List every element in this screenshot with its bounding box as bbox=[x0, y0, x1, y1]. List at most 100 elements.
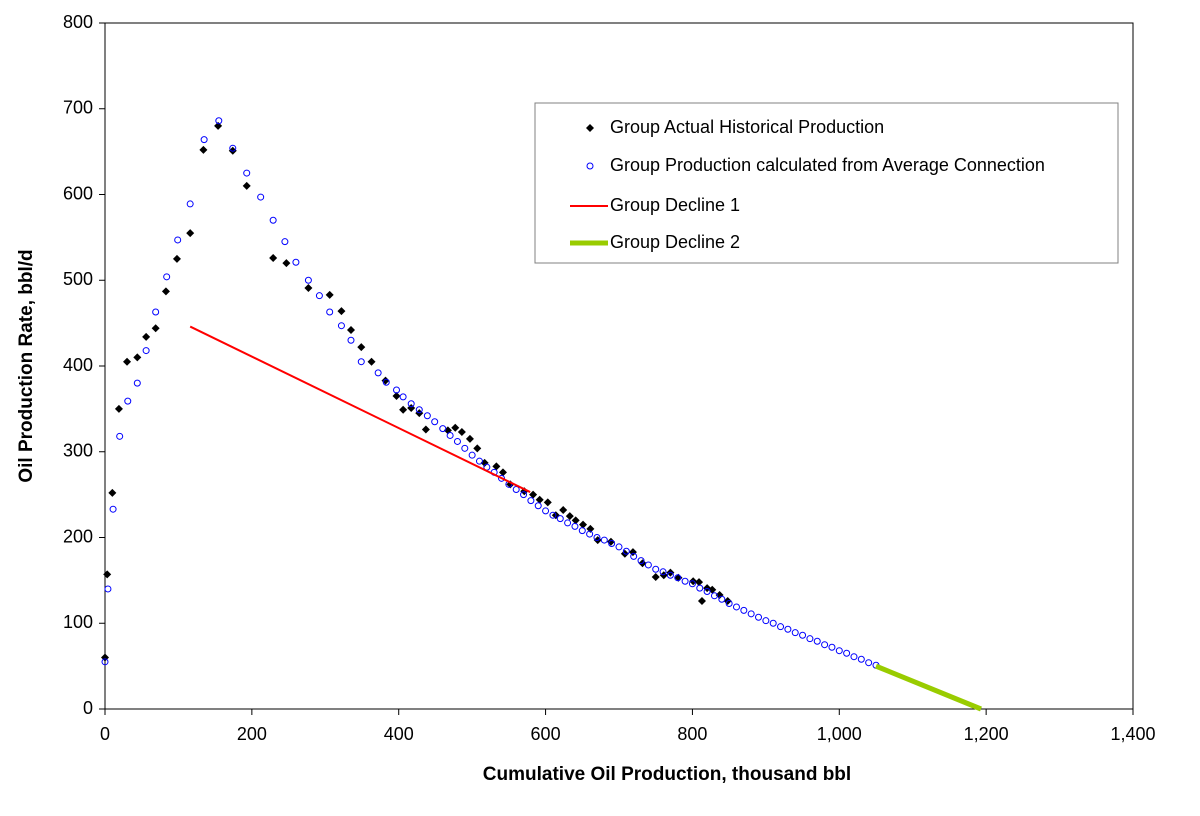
diamond-point bbox=[579, 520, 588, 529]
circle-point bbox=[652, 565, 660, 573]
diamond-point bbox=[367, 357, 376, 366]
x-tick-label: 1,200 bbox=[964, 724, 1009, 744]
circle-point bbox=[520, 491, 528, 499]
diamond-point bbox=[304, 283, 313, 292]
decline-line bbox=[189, 325, 531, 493]
circle-point bbox=[374, 369, 382, 377]
circle-point bbox=[835, 647, 843, 655]
circle-point bbox=[498, 474, 506, 482]
diamond-point bbox=[337, 307, 346, 316]
circle-point bbox=[806, 635, 814, 643]
y-tick-label: 500 bbox=[63, 269, 93, 289]
circle-point bbox=[608, 540, 616, 548]
x-tick-label: 1,000 bbox=[817, 724, 862, 744]
circle-point bbox=[133, 379, 141, 387]
diamond-point bbox=[529, 490, 538, 499]
y-tick-label: 200 bbox=[63, 526, 93, 546]
circle-point bbox=[549, 511, 557, 519]
circle-point bbox=[527, 497, 535, 505]
circle-point bbox=[799, 631, 807, 639]
circle-point bbox=[315, 292, 323, 300]
circle-point bbox=[828, 643, 836, 651]
circle-point bbox=[564, 519, 572, 527]
circle-point bbox=[542, 507, 550, 515]
circle-point bbox=[791, 629, 799, 637]
circle-point bbox=[152, 308, 160, 316]
circle-point bbox=[415, 406, 423, 414]
circle-point bbox=[762, 617, 770, 625]
circle-point bbox=[784, 625, 792, 633]
circle-point bbox=[696, 584, 704, 592]
circle-point bbox=[644, 561, 652, 569]
x-tick-label: 400 bbox=[384, 724, 414, 744]
circle-point bbox=[571, 522, 579, 530]
diamond-point bbox=[346, 325, 355, 334]
circle-point bbox=[637, 557, 645, 565]
circle-point bbox=[630, 552, 638, 560]
diamond-point bbox=[242, 181, 251, 190]
circle-point bbox=[101, 658, 109, 666]
diamond-point bbox=[651, 572, 660, 581]
circle-point bbox=[865, 659, 873, 667]
circle-point bbox=[843, 649, 851, 657]
diamond-point bbox=[161, 287, 170, 296]
x-tick-label: 800 bbox=[677, 724, 707, 744]
diamond-point bbox=[269, 253, 278, 262]
circle-point bbox=[382, 378, 390, 386]
diamond-point bbox=[282, 259, 291, 268]
circle-point bbox=[674, 574, 682, 582]
circle-point bbox=[622, 547, 630, 555]
circle-point bbox=[718, 595, 726, 603]
circle-point bbox=[769, 619, 777, 627]
circle-point bbox=[710, 592, 718, 600]
diamond-point bbox=[199, 145, 208, 154]
y-tick-label: 800 bbox=[63, 12, 93, 32]
legend-box bbox=[534, 102, 1119, 264]
diamond-point bbox=[151, 324, 160, 333]
circle-point bbox=[461, 444, 469, 452]
diamond-point bbox=[172, 254, 181, 263]
diamond-point bbox=[108, 488, 117, 497]
circle-point bbox=[347, 336, 355, 344]
y-tick-label: 400 bbox=[63, 355, 93, 375]
diamond-point bbox=[565, 512, 574, 521]
circle-point bbox=[850, 653, 858, 661]
diamond-point bbox=[543, 498, 552, 507]
diamond-point bbox=[103, 570, 112, 579]
diamond-point bbox=[473, 444, 482, 453]
diamond-point bbox=[114, 404, 123, 413]
circle-point bbox=[600, 536, 608, 544]
circle-point bbox=[688, 580, 696, 588]
circle-point bbox=[357, 358, 365, 366]
circle-point bbox=[556, 515, 564, 523]
diamond-point bbox=[123, 357, 132, 366]
decline-line bbox=[875, 663, 982, 712]
circle-point bbox=[453, 437, 461, 445]
circle-point bbox=[304, 276, 312, 284]
diamond-point bbox=[695, 578, 704, 587]
circle-point bbox=[475, 457, 483, 465]
circle-point bbox=[257, 193, 265, 201]
circle-point bbox=[703, 588, 711, 596]
diamond-point bbox=[133, 353, 142, 362]
circle-point bbox=[281, 238, 289, 246]
circle-point bbox=[116, 432, 124, 440]
circle-point bbox=[163, 273, 171, 281]
legend-swatch bbox=[586, 162, 594, 170]
circle-point bbox=[200, 136, 208, 144]
y-axis-title: Oil Production Rate, bbl/d bbox=[16, 249, 37, 482]
y-tick-label: 600 bbox=[63, 183, 93, 203]
legend-swatch bbox=[586, 124, 594, 132]
circle-point bbox=[142, 347, 150, 355]
circle-point bbox=[725, 600, 733, 608]
circle-point bbox=[666, 571, 674, 579]
diamond-point bbox=[399, 405, 408, 414]
circle-point bbox=[337, 322, 345, 330]
circle-point bbox=[534, 502, 542, 510]
diamond-point bbox=[571, 516, 580, 525]
circle-point bbox=[269, 216, 277, 224]
x-tick-label: 200 bbox=[237, 724, 267, 744]
x-tick-label: 1,400 bbox=[1110, 724, 1155, 744]
circle-point bbox=[215, 117, 223, 125]
diamond-point bbox=[357, 343, 366, 352]
